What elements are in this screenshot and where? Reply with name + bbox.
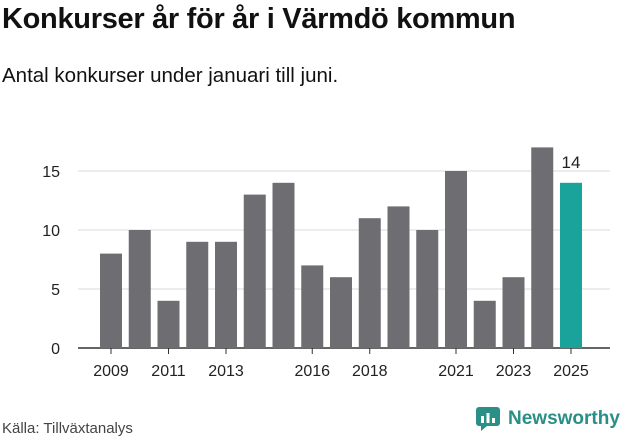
newsworthy-chart-icon xyxy=(476,407,500,431)
bar-2009 xyxy=(100,253,122,348)
bar-2021 xyxy=(445,171,467,348)
x-tick-label: 2011 xyxy=(151,363,186,380)
x-tick-label: 2021 xyxy=(438,363,474,380)
bar-2013 xyxy=(215,241,237,348)
x-tick-label: 2009 xyxy=(93,363,129,380)
bar-2015 xyxy=(272,182,295,348)
bar-chart: 0 5 10 15 2009 2011 2013 2016 2018 2021 2023 2025 14 xyxy=(42,147,610,380)
bar-2012 xyxy=(186,241,209,348)
x-tick-label: 2016 xyxy=(294,363,330,380)
bar-2016 xyxy=(301,265,324,348)
bar-2025 xyxy=(560,182,582,348)
bar-2024 xyxy=(531,147,554,348)
x-tick-label: 2025 xyxy=(553,363,589,380)
x-tick-label: 2023 xyxy=(496,363,532,380)
bar-2018 xyxy=(358,218,381,348)
y-tick-label: 10 xyxy=(42,223,60,240)
x-tick-label: 2018 xyxy=(352,363,388,380)
bar-2010 xyxy=(128,230,151,348)
bar-2017 xyxy=(330,277,352,348)
bar-2011 xyxy=(157,300,180,348)
chart-title: Konkurser år för år i Värmdö kommun xyxy=(2,3,516,35)
data-label-2025: 14 xyxy=(562,153,581,172)
bar-2022 xyxy=(473,300,496,348)
source-note: Källa: Tillväxtanalys xyxy=(2,420,133,437)
bar-2020 xyxy=(416,230,439,348)
chart-subtitle: Antal konkurser under januari till juni. xyxy=(2,64,339,87)
y-tick-label: 0 xyxy=(51,341,60,358)
labels: 0 5 10 15 2009 2011 2013 2016 2018 2021 2023 2025 14 xyxy=(42,153,589,380)
bar-2014 xyxy=(243,194,266,348)
y-tick-label: 5 xyxy=(51,282,60,299)
brand-name: Newsworthy xyxy=(508,408,620,429)
newsworthy-logo: Newsworthy xyxy=(476,407,620,431)
y-tick-label: 15 xyxy=(42,164,60,181)
bars xyxy=(100,147,582,348)
bar-2019 xyxy=(387,206,410,348)
bar-2023 xyxy=(502,277,525,348)
x-tick-label: 2013 xyxy=(208,363,244,380)
